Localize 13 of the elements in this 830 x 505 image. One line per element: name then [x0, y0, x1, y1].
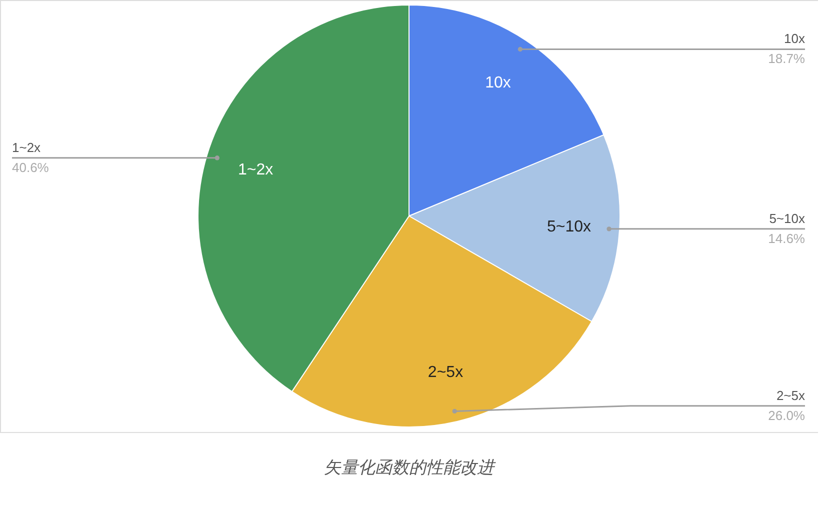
slice-label: 5~10x — [547, 218, 592, 236]
slice-label: 10x — [784, 31, 806, 46]
data-label: 40.6% — [12, 160, 50, 175]
slice-label: 2~5x — [428, 364, 464, 382]
text: 矢量化函数的性能改进 — [324, 458, 496, 478]
data-label: 26.0% — [768, 408, 806, 423]
slice-label: 5~10x — [769, 210, 806, 226]
slice-label: 1~2x — [12, 140, 42, 155]
data-label: 18.7% — [768, 51, 806, 66]
slice-label: 2~5x — [776, 388, 806, 403]
slice-label: 1~2x — [238, 162, 274, 179]
data-label: 14.6% — [768, 230, 806, 246]
slice-label: 10x — [485, 74, 511, 92]
